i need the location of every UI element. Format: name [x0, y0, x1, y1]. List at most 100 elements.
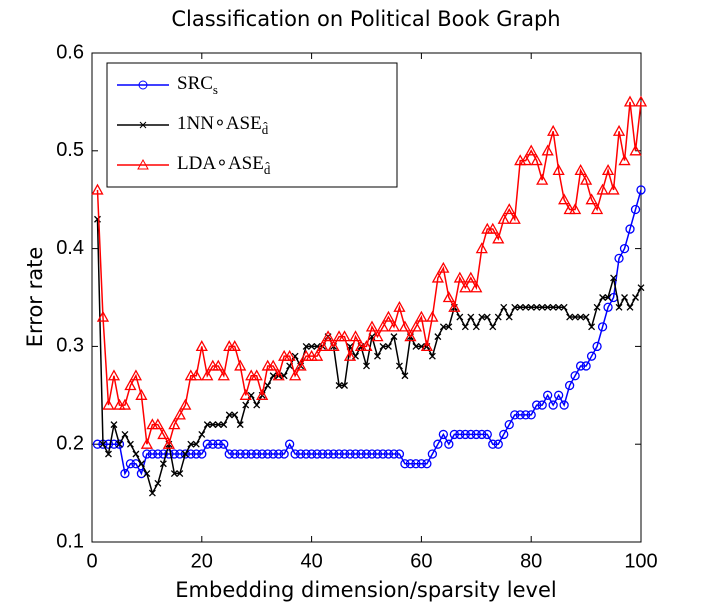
marker	[295, 449, 306, 459]
marker	[570, 371, 580, 381]
marker	[164, 449, 174, 459]
marker	[376, 320, 390, 332]
marker	[103, 439, 114, 449]
marker	[306, 449, 317, 459]
legend-label: LDA∘ASEd̂	[177, 153, 271, 177]
marker	[420, 340, 433, 352]
marker	[187, 440, 195, 448]
marker	[253, 401, 261, 409]
marker	[96, 310, 110, 322]
marker	[246, 449, 256, 459]
y-tick-label: 0.2	[56, 432, 84, 454]
marker	[382, 310, 395, 322]
marker	[510, 410, 520, 420]
marker	[607, 183, 620, 195]
marker	[604, 294, 612, 301]
series-line	[96, 219, 642, 496]
marker	[593, 303, 601, 311]
marker	[147, 449, 158, 459]
marker	[198, 430, 206, 438]
marker	[612, 124, 626, 136]
marker	[492, 232, 505, 244]
marker	[230, 449, 240, 459]
marker	[505, 313, 513, 321]
marker	[186, 449, 196, 459]
marker	[219, 439, 229, 449]
marker	[503, 203, 516, 215]
marker	[159, 460, 167, 468]
marker	[427, 449, 438, 459]
legend-label-main: SRC	[177, 73, 213, 94]
marker	[361, 449, 372, 459]
marker	[118, 398, 132, 410]
marker	[586, 351, 597, 361]
marker	[102, 398, 115, 410]
marker	[175, 449, 185, 459]
marker	[195, 340, 208, 352]
marker	[290, 449, 300, 459]
marker	[579, 173, 593, 185]
marker	[289, 369, 302, 381]
legend-label-sub: d̂	[264, 162, 271, 177]
marker	[372, 449, 383, 459]
marker	[537, 400, 547, 410]
marker	[157, 428, 170, 440]
marker	[625, 224, 635, 234]
marker	[284, 439, 295, 449]
marker	[349, 330, 362, 342]
marker	[538, 303, 546, 311]
marker	[455, 429, 465, 440]
marker	[541, 144, 554, 156]
marker	[256, 388, 269, 400]
marker	[448, 300, 461, 312]
marker	[252, 449, 262, 459]
marker	[615, 303, 623, 311]
marker	[472, 323, 480, 331]
marker	[444, 439, 454, 449]
y-tick-label: 0.1	[56, 530, 84, 552]
series-line	[97, 189, 642, 476]
plot-frame	[91, 52, 642, 543]
marker	[197, 449, 207, 459]
marker	[158, 449, 169, 459]
marker	[626, 303, 634, 311]
y-tick-label: 0.5	[56, 139, 84, 161]
marker	[486, 222, 499, 234]
legend-label-main: LDA∘ASE	[177, 153, 264, 174]
marker	[411, 459, 421, 469]
marker	[533, 303, 541, 311]
marker	[310, 349, 324, 361]
marker	[508, 212, 521, 224]
marker	[470, 281, 483, 293]
marker	[525, 144, 538, 156]
x-tick-label: 0	[86, 550, 97, 572]
marker	[283, 349, 296, 361]
marker	[213, 439, 223, 449]
marker	[488, 439, 498, 449]
marker	[129, 369, 143, 381]
marker	[225, 411, 233, 419]
marker	[92, 439, 103, 449]
marker	[431, 271, 444, 283]
marker	[601, 164, 615, 176]
marker	[437, 261, 450, 273]
marker	[151, 418, 164, 430]
marker	[467, 313, 475, 321]
marker	[634, 95, 648, 107]
marker	[536, 173, 549, 185]
marker	[190, 369, 203, 381]
legend-marker	[139, 121, 147, 129]
marker	[630, 204, 641, 215]
marker	[577, 313, 585, 321]
y-tick-label: 0.6	[56, 41, 84, 63]
marker	[140, 437, 154, 449]
marker	[629, 144, 642, 156]
marker	[162, 437, 175, 449]
marker	[379, 342, 387, 350]
marker	[264, 382, 272, 389]
marker	[588, 323, 596, 331]
marker	[268, 449, 278, 459]
marker	[585, 193, 598, 205]
marker	[398, 320, 412, 332]
